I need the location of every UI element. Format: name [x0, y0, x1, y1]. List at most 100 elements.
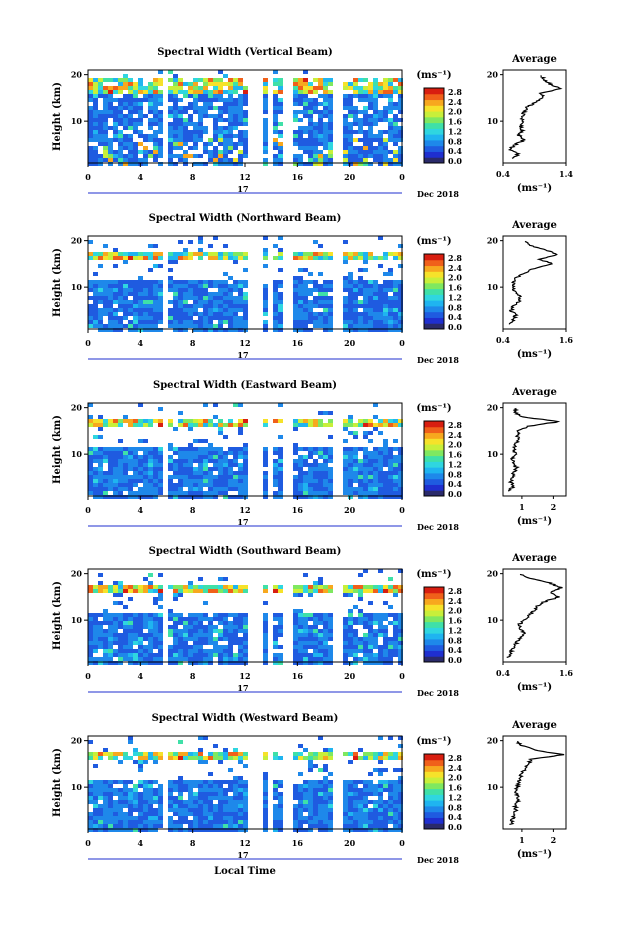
heatmap-cell [198, 487, 203, 491]
heatmap-cell [93, 780, 98, 784]
heatmap-cell [203, 736, 208, 740]
heatmap-cell [123, 788, 128, 792]
avg-y-tick-label: 10 [487, 282, 499, 292]
heatmap-cell [328, 748, 333, 752]
heatmap-cell [133, 106, 138, 110]
heatmap-cell [348, 804, 353, 808]
heatmap-cell [158, 613, 163, 617]
heatmap-cell [363, 252, 368, 256]
heatmap-cell [88, 479, 93, 483]
heatmap-cell [153, 94, 158, 98]
heatmap-cell [398, 244, 403, 248]
heatmap-cell [128, 114, 133, 118]
heatmap-cell [203, 617, 208, 621]
heatmap-cell [243, 800, 248, 804]
heatmap-cell [118, 601, 123, 605]
avg-y-tick-label: 10 [487, 449, 499, 459]
heatmap-cell [243, 613, 248, 617]
heatmap-cell [313, 252, 318, 256]
heatmap-cell [263, 142, 268, 146]
heatmap-cell [263, 138, 268, 142]
heatmap-cell [108, 304, 113, 308]
heatmap-cell [173, 804, 178, 808]
heatmap-cell [198, 94, 203, 98]
heatmap-cell [203, 324, 208, 328]
heatmap-cell [353, 122, 358, 126]
heatmap-cell [363, 312, 368, 316]
heatmap-cell [298, 308, 303, 312]
heatmap-cell [368, 657, 373, 661]
heatmap-cell [273, 447, 278, 451]
heatmap-cell [213, 487, 218, 491]
heatmap-cell [238, 138, 243, 142]
heatmap [88, 403, 403, 499]
heatmap-cell [168, 625, 173, 629]
heatmap-cell [123, 804, 128, 808]
heatmap-cell [238, 637, 243, 641]
heatmap-cell [388, 816, 393, 820]
heatmap-cell [313, 451, 318, 455]
heatmap-cell [328, 130, 333, 134]
heatmap-cell [193, 633, 198, 637]
heatmap-cell [378, 447, 383, 451]
heatmap-cell [348, 272, 353, 276]
heatmap-cell [218, 828, 223, 832]
heatmap-cell [323, 653, 328, 657]
heatmap-cell [398, 463, 403, 467]
heatmap-cell [263, 162, 268, 166]
heatmap-cell [193, 828, 198, 832]
colorbar-swatch [424, 455, 444, 462]
heatmap-cell [168, 820, 173, 824]
heatmap-cell [393, 419, 398, 423]
heatmap-cell [118, 649, 123, 653]
heatmap-cell [148, 98, 153, 102]
heatmap-cell [203, 479, 208, 483]
heatmap-cell [243, 94, 248, 98]
heatmap-cell [183, 312, 188, 316]
heatmap-cell [323, 641, 328, 645]
heatmap-cell [298, 491, 303, 495]
heatmap-cell [313, 312, 318, 316]
heatmap-cell [88, 126, 93, 130]
heatmap-cell [158, 752, 163, 756]
heatmap-cell [293, 804, 298, 808]
heatmap-cell [313, 304, 318, 308]
heatmap-cell [393, 162, 398, 166]
heatmap-cell [98, 158, 103, 162]
heatmap-cell [398, 788, 403, 792]
heatmap-cell [128, 280, 133, 284]
heatmap-cell [278, 268, 283, 272]
heatmap-cell [88, 403, 93, 407]
heatmap-cell [168, 126, 173, 130]
heatmap-cell [308, 768, 313, 772]
heatmap-cell [168, 792, 173, 796]
heatmap-cell [293, 816, 298, 820]
heatmap-cell [373, 800, 378, 804]
heatmap-cell [153, 641, 158, 645]
heatmap-cell [388, 300, 393, 304]
heatmap-cell [233, 260, 238, 264]
heatmap-cell [133, 296, 138, 300]
heatmap-cell [343, 122, 348, 126]
heatmap-cell [318, 577, 323, 581]
heatmap-cell [343, 146, 348, 150]
heatmap-cell [148, 288, 153, 292]
heatmap-cell [213, 86, 218, 90]
heatmap-cell [223, 423, 228, 427]
heatmap-cell [273, 828, 278, 832]
heatmap-cell [123, 142, 128, 146]
heatmap-cell [303, 312, 308, 316]
heatmap-cell [233, 820, 238, 824]
heatmap-cell [223, 158, 228, 162]
heatmap-cell [243, 324, 248, 328]
heatmap-cell [88, 585, 93, 589]
heatmap-cell [118, 86, 123, 90]
colorbar-swatch [424, 759, 444, 767]
colorbar [423, 253, 445, 330]
heatmap-cell [363, 824, 368, 828]
heatmap-cell [343, 459, 348, 463]
heatmap-cell [143, 792, 148, 796]
heatmap-cell [208, 451, 213, 455]
heatmap-cell [223, 629, 228, 633]
heatmap-cell [118, 296, 123, 300]
